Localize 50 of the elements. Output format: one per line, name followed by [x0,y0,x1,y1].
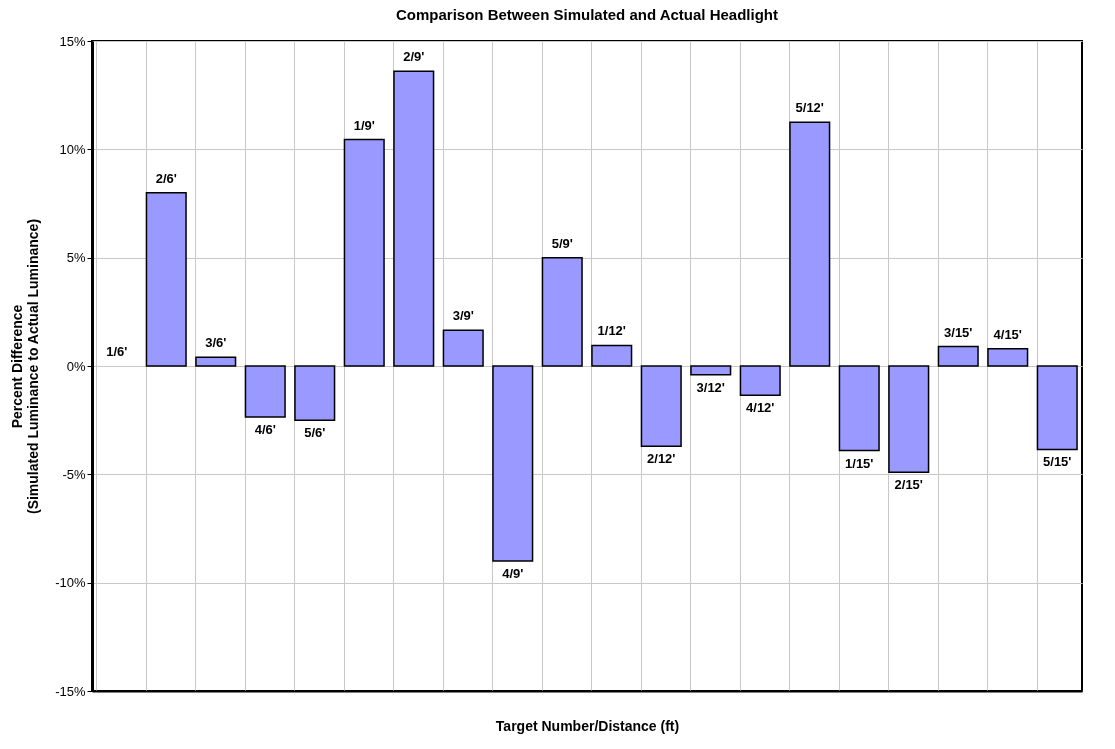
x-tick-label: 5/6' [304,425,326,441]
bar [987,347,1029,367]
bar [640,365,682,447]
y-tick-label: 0% [66,358,86,374]
bar [195,356,237,367]
y-tick-label: 5% [66,250,86,266]
bar [937,345,979,367]
x-tick-label: 1/15' [845,455,874,471]
x-tick-label: 4/6' [254,421,276,437]
x-tick-label: 4/15' [993,326,1022,342]
bar [343,138,385,367]
x-tick-label: 3/12' [696,379,725,395]
x-axis-title: Target Number/Distance (ft) [495,717,680,734]
bar [294,365,336,421]
x-tick-label: 2/9' [403,49,425,65]
text: Percent Difference [9,304,26,429]
x-tick-label: 4/9' [502,566,524,581]
bar [591,344,633,367]
bar [838,365,880,452]
y-tick-label: -5% [62,466,86,482]
chart-title: Comparison Between Simulated and Actual Headlight [395,6,779,23]
bar [789,121,831,367]
bar [1036,365,1078,451]
bar [888,365,930,473]
x-tick-label: 5/9' [551,235,573,251]
bar [739,365,781,396]
text: (Simulated Luminance to Actual Luminance) [25,218,42,515]
bar [541,256,583,367]
y-tick-label: -10% [55,575,86,591]
x-tick-label: 3/6' [205,335,227,351]
x-tick-label: 2/15' [894,477,923,493]
bar [492,365,534,562]
bar [145,191,187,367]
x-tick-label: 3/15' [944,324,973,340]
x-tick-label: 5/15' [1043,454,1072,470]
x-tick-label: 4/12' [746,400,775,416]
bar [244,365,286,418]
x-tick-label: 1/9' [353,117,375,133]
y-tick-label: -15% [55,683,86,699]
x-tick-label: 1/12' [597,323,626,339]
y-tick-label: 15% [59,33,86,49]
bar [442,329,484,367]
x-tick-label: 3/9' [452,308,474,324]
x-tick-label: 5/12' [795,100,824,116]
bar [690,365,732,376]
x-tick-label: 2/6' [155,170,177,186]
bar [393,70,435,367]
x-tick-label: 1/6' [106,344,128,359]
x-tick-label: 2/12' [647,451,676,467]
y-tick-label: 10% [59,141,86,157]
